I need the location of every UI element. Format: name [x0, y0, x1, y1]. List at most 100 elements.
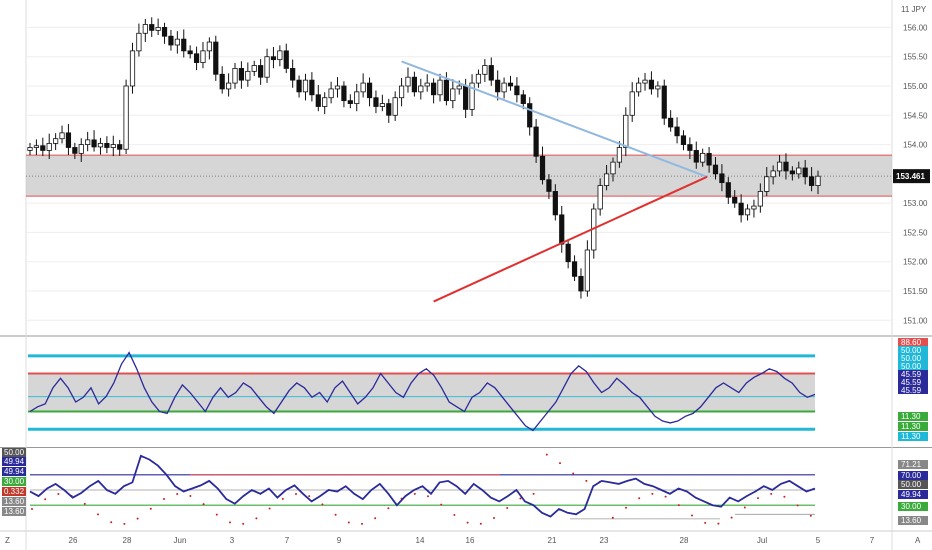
candle-body[interactable]: [603, 173, 610, 186]
candle-body[interactable]: [475, 73, 482, 84]
candle-body[interactable]: [290, 68, 296, 81]
candle-body[interactable]: [610, 161, 616, 175]
candle-body[interactable]: [789, 170, 795, 175]
candle-body[interactable]: [770, 170, 776, 178]
candle-body[interactable]: [334, 85, 341, 90]
candle-body[interactable]: [40, 145, 46, 151]
candle-body[interactable]: [219, 73, 225, 90]
candle-body[interactable]: [258, 65, 264, 78]
candle-body[interactable]: [571, 261, 578, 277]
candle-body[interactable]: [46, 142, 52, 151]
candle-body[interactable]: [501, 82, 507, 93]
candle-body[interactable]: [552, 191, 558, 216]
candle-body[interactable]: [117, 144, 123, 150]
candle-body[interactable]: [328, 88, 334, 99]
candle-body[interactable]: [193, 53, 200, 63]
candle-body[interactable]: [232, 68, 238, 84]
candle-body[interactable]: [33, 145, 40, 148]
candle-body[interactable]: [584, 249, 590, 292]
candle-body[interactable]: [398, 85, 405, 99]
candle-body[interactable]: [802, 167, 808, 178]
candle-body[interactable]: [142, 24, 148, 34]
candle-body[interactable]: [302, 79, 309, 93]
candle-body[interactable]: [693, 150, 699, 163]
candle-body[interactable]: [168, 35, 174, 46]
candle-body[interactable]: [78, 144, 84, 154]
candle-body[interactable]: [744, 208, 751, 216]
candle-body[interactable]: [655, 85, 661, 90]
candle-body[interactable]: [757, 191, 763, 207]
candle-body[interactable]: [277, 50, 283, 61]
candle-body[interactable]: [200, 50, 206, 63]
candle-body[interactable]: [72, 147, 78, 154]
support-trendline[interactable]: [433, 175, 708, 303]
candle-body[interactable]: [488, 65, 494, 81]
candle-body[interactable]: [783, 161, 789, 172]
candle-body[interactable]: [642, 79, 648, 84]
candle-body[interactable]: [450, 88, 456, 102]
candle-body[interactable]: [309, 79, 315, 96]
candle-body[interactable]: [706, 152, 712, 166]
candle-body[interactable]: [629, 91, 635, 116]
candle-body[interactable]: [110, 144, 116, 148]
candle-body[interactable]: [616, 147, 622, 163]
candle-body[interactable]: [149, 24, 155, 31]
candle-body[interactable]: [725, 182, 731, 198]
candle-body[interactable]: [687, 144, 693, 151]
candle-body[interactable]: [411, 76, 417, 93]
candle-body[interactable]: [648, 79, 655, 90]
candle-body[interactable]: [245, 70, 251, 81]
candle-body[interactable]: [322, 97, 328, 107]
candle-body[interactable]: [719, 173, 725, 184]
candle-body[interactable]: [136, 32, 142, 52]
candle-body[interactable]: [546, 179, 552, 192]
candle-body[interactable]: [463, 85, 469, 110]
candle-body[interactable]: [469, 82, 475, 110]
candle-body[interactable]: [386, 103, 392, 116]
candle-body[interactable]: [565, 243, 571, 263]
candle-body[interactable]: [661, 85, 667, 119]
candle-body[interactable]: [59, 132, 65, 140]
candle-body[interactable]: [174, 38, 180, 46]
candle-body[interactable]: [431, 82, 437, 96]
candle-body[interactable]: [700, 152, 706, 163]
candle-body[interactable]: [597, 185, 603, 210]
candle-body[interactable]: [559, 214, 565, 245]
candle-body[interactable]: [354, 91, 360, 104]
candle-body[interactable]: [507, 82, 514, 87]
candle-body[interactable]: [514, 85, 520, 96]
candle-body[interactable]: [482, 65, 488, 75]
candle-body[interactable]: [418, 85, 424, 93]
candle-body[interactable]: [213, 41, 219, 75]
candle-body[interactable]: [796, 167, 802, 175]
candle-body[interactable]: [776, 161, 783, 172]
candle-body[interactable]: [680, 135, 687, 145]
candle-body[interactable]: [373, 97, 379, 107]
candle-body[interactable]: [129, 50, 136, 87]
candle-body[interactable]: [392, 97, 398, 116]
candle-body[interactable]: [405, 76, 411, 87]
candle-body[interactable]: [85, 139, 91, 145]
candle-body[interactable]: [668, 117, 674, 128]
candle-body[interactable]: [283, 50, 289, 69]
resistance-trendline[interactable]: [401, 60, 708, 178]
candle-body[interactable]: [738, 202, 744, 216]
candle-body[interactable]: [533, 126, 539, 157]
candle-body[interactable]: [764, 176, 770, 192]
candle-body[interactable]: [751, 205, 757, 210]
candle-body[interactable]: [623, 114, 629, 148]
candle-body[interactable]: [206, 41, 212, 52]
candle-body[interactable]: [123, 85, 129, 150]
candle-body[interactable]: [341, 85, 347, 102]
candle-body[interactable]: [520, 94, 526, 104]
candle-body[interactable]: [91, 139, 97, 148]
candle-body[interactable]: [495, 79, 501, 93]
candle-body[interactable]: [181, 38, 187, 52]
candle-body[interactable]: [155, 27, 161, 31]
candle-body[interactable]: [443, 79, 450, 102]
candle-body[interactable]: [636, 82, 642, 93]
candle-body[interactable]: [104, 142, 110, 148]
candle-body[interactable]: [251, 65, 257, 72]
candle-body[interactable]: [732, 196, 738, 204]
